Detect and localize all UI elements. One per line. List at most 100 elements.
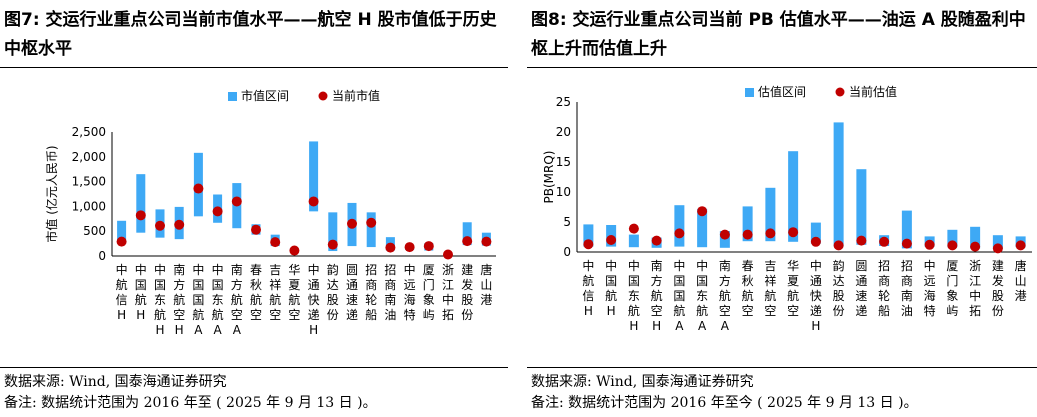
x-tick-label-char: 拓 [442, 308, 454, 322]
x-tick-label-char: 特 [924, 303, 936, 318]
x-tick-label-char: 中 [308, 262, 320, 277]
legend-current-marker [318, 91, 328, 101]
x-tick-label-char: 门 [946, 273, 958, 288]
x-tick-label-char: A [721, 319, 730, 333]
x-tick-label-char: 国 [154, 278, 166, 292]
legend-range-swatch [228, 92, 237, 101]
x-tick-label-char: 中 [673, 258, 685, 273]
x-tick-label-char: 信 [582, 289, 594, 303]
x-tick-label-char: H [136, 308, 145, 322]
y-tick-label: 500 [83, 224, 106, 238]
top-rule [0, 67, 508, 68]
pb-range-chart: 估值区间 当前估值0510152025PB(MRQ)中航信H中国航H中国东航H南方… [542, 84, 1032, 333]
x-tick-label-char: 中 [404, 262, 416, 277]
x-tick-label-char: 南 [651, 258, 663, 273]
current-value-marker [308, 196, 319, 207]
x-tick-label-char: 航 [787, 288, 799, 303]
x-tick-label-char: 方 [651, 273, 663, 288]
range-bar [328, 212, 338, 252]
x-tick-label-char: 浙 [442, 263, 454, 277]
range-bar [583, 224, 594, 247]
x-tick-label-char: 通 [855, 274, 867, 288]
x-tick-label-char: 速 [855, 289, 867, 303]
x-tick-label-char: 圆 [855, 259, 867, 273]
x-tick-label-char: 港 [1015, 289, 1027, 303]
x-tick-label-char: 航 [696, 303, 708, 318]
x-tick-label-char: 国 [192, 278, 204, 292]
x-tick-label-char: 航 [764, 288, 776, 303]
x-tick-label-char: 船 [878, 304, 890, 318]
current-value-marker [992, 243, 1003, 254]
current-value-marker [385, 242, 396, 253]
x-tick-label-char: 南 [719, 258, 731, 273]
range-bar [788, 151, 799, 242]
legend-current-label: 当前市值 [332, 88, 380, 103]
x-tick-label-char: 递 [346, 308, 358, 322]
x-tick-label-char: 商 [365, 277, 377, 292]
x-tick-label-char: A [233, 323, 242, 337]
x-tick-label-char: 中 [969, 288, 981, 303]
current-value-marker [251, 224, 261, 235]
x-tick-label-char: 屿 [423, 308, 435, 322]
x-tick-label-char: 达 [833, 274, 845, 288]
x-tick-label-char: 航 [173, 292, 185, 307]
range-bar [992, 235, 1003, 249]
current-value-marker [481, 236, 492, 247]
current-value-marker [443, 249, 453, 260]
legend-range-label: 市值区间 [241, 88, 289, 103]
x-tick-label-char: H [607, 304, 616, 318]
x-tick-label-char: 海 [404, 292, 416, 307]
y-axis-label: PB(MRQ) [542, 151, 556, 204]
x-tick-label-char: 拓 [969, 304, 981, 318]
x-tick-label-char: 份 [327, 308, 339, 322]
x-tick-label-char: 快 [308, 293, 320, 307]
x-tick-label-char: 股 [992, 289, 1004, 303]
x-tick-label-char: H [629, 319, 638, 333]
x-tick-label-char: 递 [855, 304, 867, 318]
x-tick-label-char: 商 [878, 273, 890, 288]
x-tick-label-char: 山 [1015, 274, 1027, 288]
current-value-marker [174, 219, 185, 230]
x-tick-label-char: 份 [833, 304, 845, 318]
current-value-marker [327, 239, 338, 250]
current-value-marker [231, 196, 242, 207]
x-tick-label-char: A [213, 323, 222, 337]
current-value-marker [719, 229, 730, 240]
x-tick-label-char: 航 [288, 292, 300, 307]
x-tick-label-char: 春 [250, 263, 262, 277]
x-tick-label-char: 达 [327, 278, 339, 292]
x-tick-label-char: 中 [696, 258, 708, 273]
x-tick-label-char: 门 [423, 277, 435, 292]
legend-current-label: 当前估值 [849, 84, 897, 99]
x-tick-label-char: 航 [116, 277, 128, 292]
current-value-marker [583, 239, 594, 250]
x-tick-label-char: 吉 [269, 263, 281, 277]
current-value-marker [788, 227, 799, 238]
x-tick-label-char: 国 [605, 274, 617, 288]
current-value-marker [366, 217, 377, 228]
x-tick-label-char: 轮 [365, 293, 377, 307]
current-value-marker [697, 206, 708, 217]
current-value-marker [423, 241, 434, 252]
x-tick-label-char: 韵 [327, 262, 339, 277]
x-tick-label-char: 圆 [346, 263, 358, 277]
y-tick-label: 0 [563, 245, 571, 259]
x-tick-label-char: 江 [442, 278, 454, 292]
y-tick-label: 2,500 [72, 125, 106, 139]
y-axis-label: 市值 (亿元人民币) [44, 145, 59, 242]
x-tick-label-char: 股 [833, 289, 845, 303]
range-bar [947, 229, 958, 248]
x-tick-label-char: 发 [992, 273, 1004, 288]
current-value-marker [193, 183, 204, 194]
x-tick-label-char: 东 [154, 293, 166, 307]
x-tick-label-char: 航 [628, 303, 640, 318]
x-tick-label-char: 祥 [269, 278, 281, 292]
x-tick-label-char: 股 [461, 293, 473, 307]
data-source: 数据来源: Wind, 国泰海通证券研究 [531, 374, 754, 390]
current-value-marker [462, 236, 473, 247]
x-tick-label-char: 东 [628, 289, 640, 303]
x-tick-label-char: 航 [742, 288, 754, 303]
figure-title: 图7: 交运行业重点公司当前市值水平——航空 H 股市值低于历史中枢水平 [4, 10, 497, 59]
x-tick-label-char: 浙 [969, 259, 981, 273]
current-value-marker [947, 240, 958, 251]
